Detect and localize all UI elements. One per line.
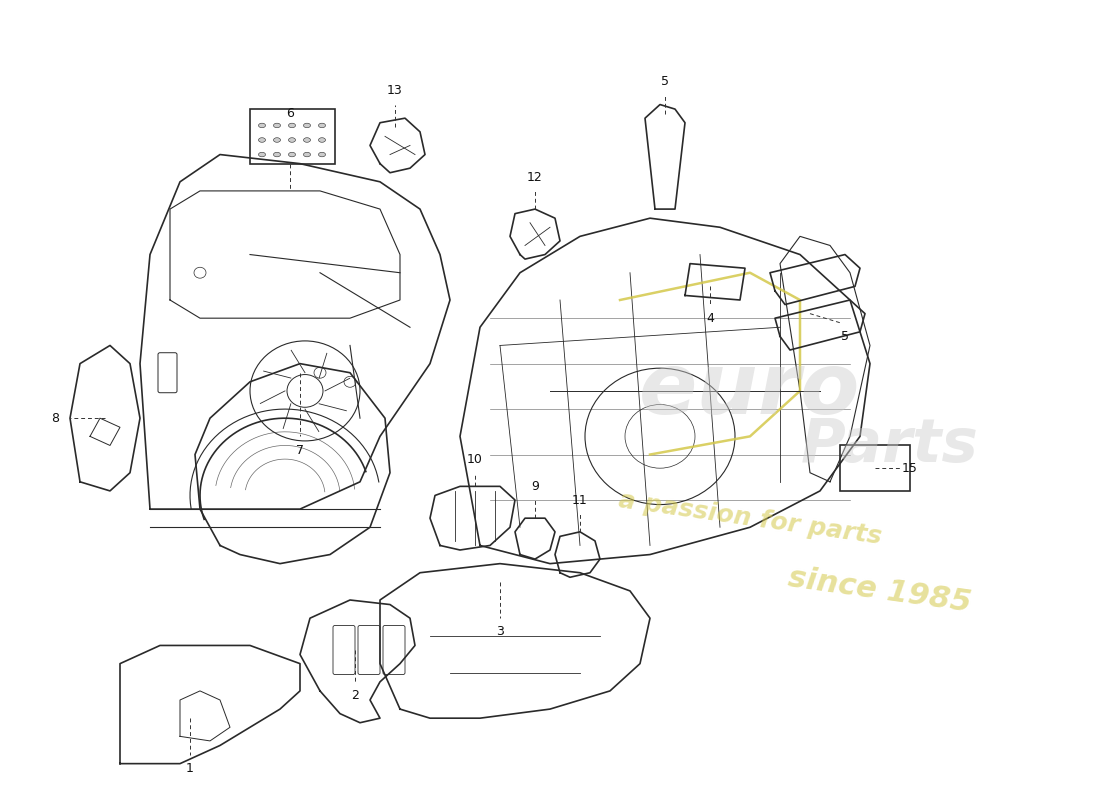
FancyBboxPatch shape <box>383 626 405 674</box>
Text: a passion for parts: a passion for parts <box>617 488 883 549</box>
FancyBboxPatch shape <box>840 446 910 491</box>
FancyBboxPatch shape <box>250 109 336 164</box>
Text: euro: euro <box>639 350 860 433</box>
Text: 5: 5 <box>661 75 669 88</box>
Text: 2: 2 <box>351 689 359 702</box>
Text: 9: 9 <box>531 480 539 493</box>
Text: 7: 7 <box>296 443 304 457</box>
FancyBboxPatch shape <box>358 626 379 674</box>
Ellipse shape <box>258 152 265 157</box>
Ellipse shape <box>258 138 265 142</box>
Text: 5: 5 <box>842 330 849 343</box>
Ellipse shape <box>319 123 326 128</box>
Ellipse shape <box>288 138 296 142</box>
Text: 1: 1 <box>186 762 194 774</box>
Text: 10: 10 <box>468 453 483 466</box>
Ellipse shape <box>258 123 265 128</box>
Text: since 1985: since 1985 <box>786 564 974 618</box>
Ellipse shape <box>319 152 326 157</box>
FancyBboxPatch shape <box>158 353 177 393</box>
Text: 13: 13 <box>387 85 403 98</box>
Text: 6: 6 <box>286 107 294 120</box>
Text: Parts: Parts <box>801 416 979 475</box>
Text: 12: 12 <box>527 170 543 184</box>
Ellipse shape <box>274 123 280 128</box>
Text: 8: 8 <box>51 412 59 425</box>
Ellipse shape <box>304 152 310 157</box>
Text: 3: 3 <box>496 626 504 638</box>
Ellipse shape <box>288 123 296 128</box>
Text: 15: 15 <box>902 462 917 474</box>
Ellipse shape <box>274 138 280 142</box>
Ellipse shape <box>304 123 310 128</box>
Ellipse shape <box>288 152 296 157</box>
Text: 11: 11 <box>572 494 587 506</box>
Ellipse shape <box>274 152 280 157</box>
Ellipse shape <box>319 138 326 142</box>
Text: 4: 4 <box>706 312 714 325</box>
Ellipse shape <box>304 138 310 142</box>
FancyBboxPatch shape <box>333 626 355 674</box>
